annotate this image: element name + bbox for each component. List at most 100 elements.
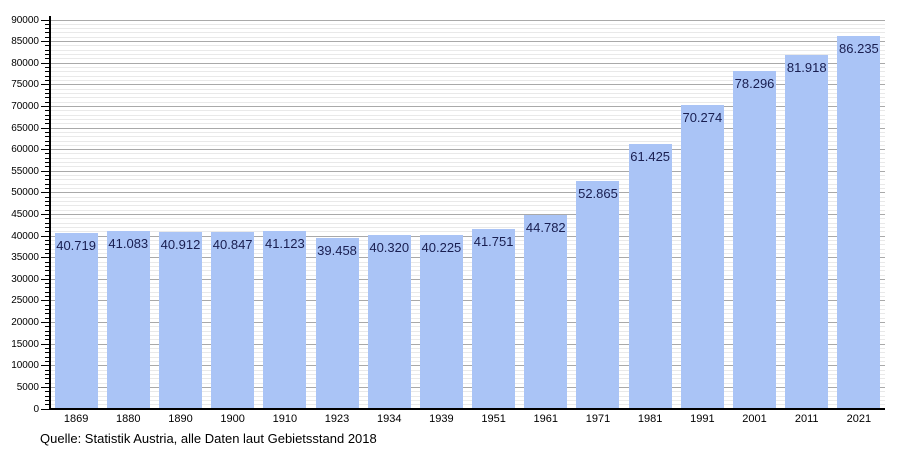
y-minor-tick <box>45 239 50 241</box>
x-axis-line <box>49 408 885 410</box>
y-minor-tick <box>45 391 50 393</box>
major-gridline <box>50 257 885 259</box>
y-minor-tick <box>45 231 50 233</box>
y-tick-label: 75000 <box>11 79 39 91</box>
x-tick-label: 1934 <box>376 413 402 425</box>
minor-gridline <box>50 209 885 211</box>
y-minor-tick <box>45 196 50 198</box>
minor-gridline <box>50 404 885 406</box>
minor-gridline <box>50 330 885 332</box>
y-major-tick <box>41 19 50 21</box>
minor-gridline <box>50 283 885 285</box>
minor-gridline <box>50 183 885 185</box>
minor-gridline <box>50 369 885 371</box>
major-gridline <box>50 127 885 129</box>
major-gridline <box>50 192 885 194</box>
bar-1961 <box>524 215 568 409</box>
minor-gridline <box>50 347 885 349</box>
minor-gridline <box>50 175 885 177</box>
y-tick-label: 25000 <box>11 295 39 307</box>
y-minor-tick <box>45 71 50 73</box>
minor-gridline <box>50 261 885 263</box>
y-minor-tick <box>45 140 50 142</box>
minor-gridline <box>50 188 885 190</box>
y-minor-tick <box>45 222 50 224</box>
bar-1971 <box>576 180 620 409</box>
y-tick-label: 70000 <box>11 100 39 112</box>
minor-gridline <box>50 231 885 233</box>
plot-area: 40.719 41.083 40.912 40.847 41.123 39.458 40.3… <box>50 19 885 409</box>
y-minor-tick <box>45 395 50 397</box>
major-gridline <box>50 62 885 64</box>
minor-gridline <box>50 304 885 306</box>
minor-gridline <box>50 114 885 116</box>
minor-gridline <box>50 291 885 293</box>
y-minor-tick <box>45 270 50 272</box>
minor-gridline <box>50 45 885 47</box>
minor-gridline <box>50 296 885 298</box>
y-minor-tick <box>45 373 50 375</box>
y-minor-tick <box>45 335 50 337</box>
bar-1939 <box>419 235 463 409</box>
y-minor-tick <box>45 162 50 164</box>
bar-value-label: 40.320 <box>369 239 410 255</box>
minor-gridline <box>50 144 885 146</box>
x-tick-label: 1951 <box>481 413 506 425</box>
y-major-tick <box>41 300 50 302</box>
major-gridline <box>50 170 885 172</box>
y-minor-tick <box>45 175 50 177</box>
minor-gridline <box>50 287 885 289</box>
y-minor-tick <box>45 399 50 401</box>
y-major-tick <box>41 62 50 64</box>
y-major-tick <box>41 408 50 410</box>
minor-gridline <box>50 356 885 358</box>
minor-gridline <box>50 179 885 181</box>
y-minor-tick <box>45 304 50 306</box>
bar-value-label: 40.912 <box>160 237 201 253</box>
bar-value-label: 41.083 <box>108 236 149 252</box>
minor-gridline <box>50 157 885 159</box>
minor-gridline <box>50 222 885 224</box>
y-minor-tick <box>45 218 50 220</box>
bar-1869 <box>54 233 98 409</box>
y-major-tick <box>41 257 50 259</box>
bar-1880 <box>106 231 150 409</box>
bar-value-label: 41.123 <box>264 236 305 252</box>
major-gridline <box>50 365 885 367</box>
y-tick-label: 20000 <box>11 317 39 329</box>
minor-gridline <box>50 110 885 112</box>
minor-gridline <box>50 88 885 90</box>
minor-gridline <box>50 382 885 384</box>
y-minor-tick <box>45 23 50 25</box>
y-tick-label: 50000 <box>11 187 39 199</box>
y-minor-tick <box>45 75 50 77</box>
bar-value-label: 70.274 <box>682 110 723 126</box>
bar-value-label: 81.918 <box>786 59 827 75</box>
y-minor-tick <box>45 339 50 341</box>
y-minor-tick <box>45 404 50 406</box>
y-minor-tick <box>45 309 50 311</box>
minor-gridline <box>50 71 885 73</box>
bar-2011 <box>785 54 829 409</box>
x-tick-label: 1971 <box>585 413 611 425</box>
minor-gridline <box>50 58 885 60</box>
y-tick-label: 35000 <box>11 252 39 264</box>
bar-value-label: 41.751 <box>473 233 514 249</box>
minor-gridline <box>50 75 885 77</box>
y-minor-tick <box>45 244 50 246</box>
minor-gridline <box>50 335 885 337</box>
minor-gridline <box>50 201 885 203</box>
minor-gridline <box>50 162 885 164</box>
x-tick-label: 2021 <box>846 413 872 425</box>
y-minor-tick <box>45 330 50 332</box>
y-minor-tick <box>45 97 50 99</box>
y-minor-tick <box>45 261 50 263</box>
x-tick-label: 1890 <box>168 413 193 425</box>
minor-gridline <box>50 252 885 254</box>
y-minor-tick <box>45 131 50 133</box>
y-minor-tick <box>45 67 50 69</box>
minor-gridline <box>50 131 885 133</box>
minor-gridline <box>50 101 885 103</box>
minor-gridline <box>50 205 885 207</box>
y-tick-label: 85000 <box>11 36 39 48</box>
